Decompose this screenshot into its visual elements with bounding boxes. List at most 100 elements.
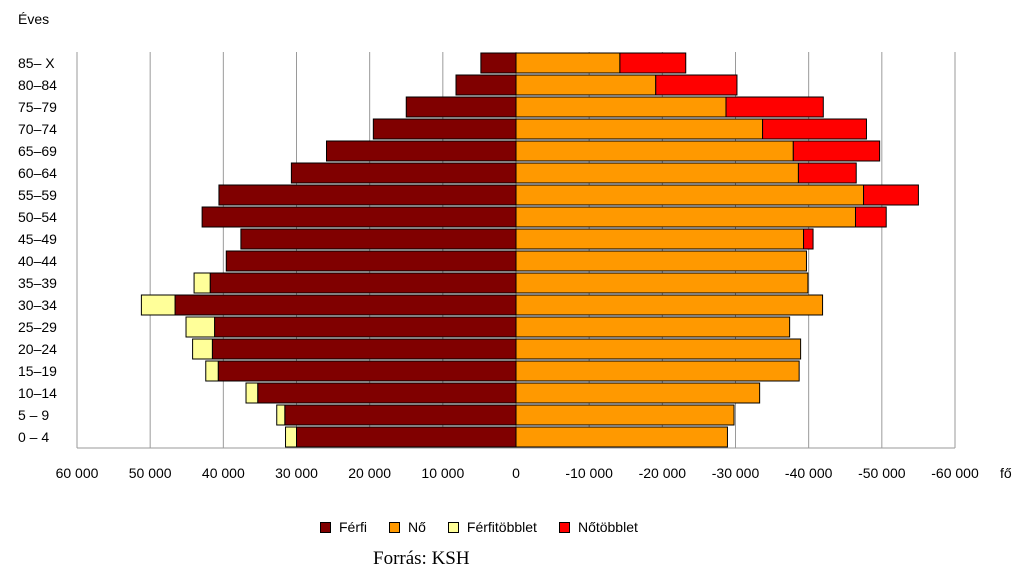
x-tick-label: 60 000 xyxy=(56,465,99,481)
bar-ferfi xyxy=(240,228,517,250)
bar-no xyxy=(515,404,735,426)
x-tick-label: -40 000 xyxy=(785,465,833,481)
x-tick-label: -10 000 xyxy=(565,465,613,481)
y-tick-label: 0 – 4 xyxy=(18,429,49,445)
bar-no xyxy=(515,316,791,338)
legend-swatch-no xyxy=(389,521,400,533)
legend-item-notobblet: Nőtöbblet xyxy=(558,519,638,535)
bar-ferfi xyxy=(201,206,517,228)
bar-ferfi xyxy=(284,404,517,426)
x-axis-unit-label: fő xyxy=(1000,465,1012,481)
bar-no xyxy=(515,96,727,118)
legend-swatch-ferfitobblet xyxy=(447,521,459,533)
y-tick-label: 75–79 xyxy=(18,99,57,115)
legend-label-no: Nő xyxy=(408,519,426,535)
y-tick-label: 5 – 9 xyxy=(18,407,49,423)
legend: Férfi Nő Férfitöbblet Nőtöbblet xyxy=(320,519,638,535)
bar-no xyxy=(515,338,802,360)
bar-notobblet xyxy=(655,74,738,96)
y-tick-label: 25–29 xyxy=(18,319,57,335)
y-tick-label: 50–54 xyxy=(18,209,57,225)
legend-swatch-ferfi xyxy=(320,521,331,533)
bar-ferfitobblet xyxy=(185,316,216,338)
x-tick-label: 30 000 xyxy=(275,465,318,481)
x-tick-label: 40 000 xyxy=(202,465,245,481)
bar-ferfi xyxy=(480,52,517,74)
x-tick-label: 20 000 xyxy=(348,465,391,481)
bar-notobblet xyxy=(725,96,824,118)
source-note: Forrás: KSH xyxy=(373,548,470,569)
bar-ferfi xyxy=(174,294,517,316)
bar-no xyxy=(515,118,764,140)
legend-swatch-notobblet xyxy=(558,521,570,533)
bar-no xyxy=(515,228,805,250)
x-tick-label: 50 000 xyxy=(129,465,172,481)
legend-item-ferfi: Férfi xyxy=(320,519,367,535)
x-tick-label: 0 xyxy=(512,465,520,481)
bar-notobblet xyxy=(792,140,881,162)
y-tick-label: 30–34 xyxy=(18,297,57,313)
legend-label-ferfitobblet: Férfitöbblet xyxy=(466,519,537,535)
bar-no xyxy=(515,140,794,162)
y-tick-label: 35–39 xyxy=(18,275,57,291)
x-tick-label: -50 000 xyxy=(858,465,906,481)
bar-no xyxy=(515,52,621,74)
bar-no xyxy=(515,162,799,184)
bar-ferfi xyxy=(217,360,517,382)
bar-no xyxy=(515,426,728,448)
bar-ferfitobblet xyxy=(245,382,259,404)
bar-ferfi xyxy=(218,184,517,206)
y-tick-label: 60–64 xyxy=(18,165,57,181)
bar-ferfitobblet xyxy=(205,360,219,382)
axes: 60 000 50 000 40 000 30 000 20 000 10 000 0 -10… xyxy=(18,52,979,481)
y-tick-label: 65–69 xyxy=(18,143,57,159)
bar-ferfitobblet xyxy=(285,426,297,448)
bar-notobblet xyxy=(762,118,867,140)
bar-no xyxy=(515,382,761,404)
bar-notobblet xyxy=(863,184,919,206)
bar-notobblet xyxy=(797,162,857,184)
y-tick-label: 10–14 xyxy=(18,385,57,401)
y-tick-label: 70–74 xyxy=(18,121,57,137)
bar-notobblet xyxy=(619,52,687,74)
bar-ferfi xyxy=(225,250,517,272)
bar-ferfitobblet xyxy=(276,404,286,426)
legend-item-ferfitobblet: Férfitöbblet xyxy=(447,519,537,535)
x-tick-label: -60 000 xyxy=(931,465,979,481)
legend-label-ferfi: Férfi xyxy=(339,519,367,535)
y-tick-label: 40–44 xyxy=(18,253,57,269)
bar-ferfi xyxy=(214,316,517,338)
y-tick-label: 80–84 xyxy=(18,77,57,93)
bars xyxy=(140,52,919,448)
bar-ferfi xyxy=(405,96,517,118)
bar-ferfitobblet xyxy=(192,338,213,360)
bar-no xyxy=(515,74,657,96)
y-tick-label: 55–59 xyxy=(18,187,57,203)
bar-notobblet xyxy=(854,206,887,228)
bar-no xyxy=(515,294,824,316)
bar-ferfi xyxy=(296,426,517,448)
x-tick-label: -30 000 xyxy=(712,465,760,481)
bar-ferfi xyxy=(325,140,517,162)
x-tick-label: -20 000 xyxy=(639,465,687,481)
y-tick-label: 45–49 xyxy=(18,231,57,247)
bar-ferfi xyxy=(455,74,517,96)
y-axis-label: Éves xyxy=(18,11,49,27)
bar-ferfi xyxy=(209,272,517,294)
bar-ferfi xyxy=(211,338,517,360)
bar-ferfitobblet xyxy=(140,294,176,316)
bar-no xyxy=(515,206,856,228)
bar-no xyxy=(515,360,800,382)
bar-ferfitobblet xyxy=(193,272,211,294)
y-tick-label: 20–24 xyxy=(18,341,57,357)
bar-notobblet xyxy=(803,228,814,250)
gridlines xyxy=(76,52,956,448)
x-tick-label: 10 000 xyxy=(421,465,464,481)
bar-ferfi xyxy=(372,118,517,140)
legend-item-no: Nő xyxy=(389,519,426,535)
legend-label-notobblet: Nőtöbblet xyxy=(577,519,638,535)
bar-no xyxy=(515,184,865,206)
bar-ferfi xyxy=(290,162,517,184)
bar-no xyxy=(515,250,807,272)
bar-ferfi xyxy=(257,382,517,404)
